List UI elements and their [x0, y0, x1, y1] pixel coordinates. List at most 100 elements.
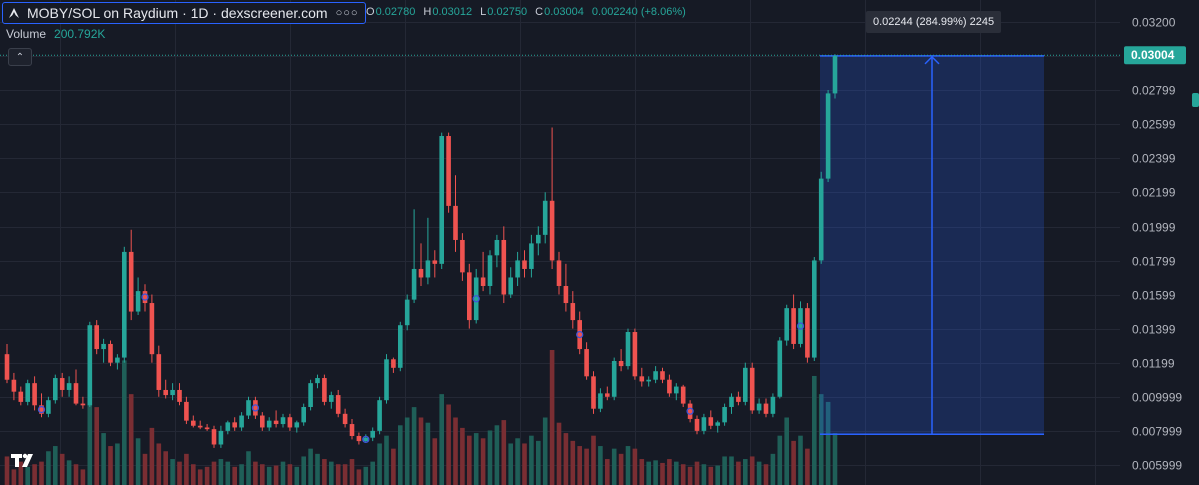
- volume-bar: [370, 461, 375, 485]
- volume-bar: [446, 404, 451, 485]
- price-tick-label: 0.01399: [1132, 323, 1176, 337]
- candle: [446, 132, 451, 213]
- candle: [743, 362, 748, 406]
- candle: [791, 294, 796, 350]
- candle-body: [425, 260, 431, 278]
- volume-bar: [556, 422, 562, 485]
- volume-bar: [59, 453, 65, 485]
- candle: [391, 357, 396, 373]
- event-marker: [576, 330, 584, 339]
- volume-bar: [115, 443, 120, 485]
- candle-body: [411, 268, 417, 300]
- candle-body: [46, 400, 51, 414]
- volume-bar: [204, 466, 210, 485]
- volume-bar: [122, 360, 127, 485]
- candle-body: [618, 360, 624, 367]
- candle: [94, 320, 99, 355]
- ellipsis-icon[interactable]: ○○○: [335, 7, 359, 19]
- tradingview-logo-icon[interactable]: [10, 450, 40, 470]
- candle: [660, 367, 665, 384]
- candle: [439, 132, 444, 269]
- candle: [142, 284, 148, 312]
- volume-bar: [508, 443, 513, 485]
- candle: [377, 396, 382, 435]
- last-price-tag-label: 0.03004: [1131, 48, 1175, 62]
- volume-bar: [163, 451, 168, 485]
- candle-body: [529, 243, 534, 269]
- candle-body: [646, 379, 651, 382]
- candle-body: [715, 422, 720, 426]
- candle-body: [384, 359, 389, 401]
- event-marker: [472, 295, 480, 303]
- candle: [729, 393, 734, 414]
- candle-body: [674, 386, 679, 394]
- candle: [749, 362, 755, 414]
- low-value: 0.02750: [487, 6, 528, 18]
- volume-bar: [53, 446, 58, 485]
- candle: [322, 374, 327, 406]
- candle: [384, 354, 389, 404]
- volume-bar: [632, 448, 638, 485]
- candle-body: [239, 415, 244, 428]
- candle-body: [94, 325, 99, 350]
- volume-bar: [467, 435, 472, 485]
- candle: [453, 175, 458, 252]
- volume-bar: [46, 451, 51, 485]
- candle: [694, 415, 700, 435]
- volume-bar: [425, 422, 431, 485]
- volume-bar: [756, 461, 762, 485]
- collapse-legend-button[interactable]: ⌃: [8, 48, 32, 66]
- candle: [197, 420, 203, 430]
- price-tick-label: 0.02799: [1132, 84, 1176, 98]
- candle-body: [280, 417, 286, 425]
- candle: [191, 415, 196, 428]
- candle-body: [211, 429, 217, 445]
- side-panel-handle[interactable]: [1192, 93, 1199, 107]
- volume-bar: [404, 417, 410, 485]
- event-marker: [796, 322, 805, 330]
- volume-bar: [598, 446, 603, 485]
- candle: [818, 171, 824, 264]
- candle-body: [605, 393, 610, 397]
- volume-bar: [460, 427, 465, 485]
- candle: [832, 54, 838, 99]
- candle-body: [39, 405, 44, 414]
- symbol-title[interactable]: MOBY/SOL on Raydium · 1D · dexscreener.c…: [2, 2, 366, 24]
- volume-bar: [170, 459, 175, 485]
- candle-body: [687, 403, 693, 419]
- candle-body: [818, 178, 824, 261]
- candle: [784, 304, 789, 346]
- candle-body: [722, 407, 727, 423]
- candle-body: [494, 239, 500, 256]
- candle-body: [584, 349, 589, 377]
- volume-bar: [191, 464, 196, 485]
- change-value: 0.002240 (+8.06%): [591, 6, 686, 18]
- volume-legend: Volume 200.792K: [6, 27, 105, 41]
- candle-body: [729, 396, 734, 408]
- candle-body: [128, 251, 134, 312]
- volume-bar: [308, 448, 313, 485]
- candle: [315, 374, 320, 389]
- volume-bar: [522, 443, 527, 485]
- candle-body: [315, 378, 320, 384]
- candle-body: [756, 403, 762, 411]
- candle-body: [556, 260, 562, 286]
- candle: [335, 389, 341, 418]
- candle: [777, 337, 783, 399]
- candle-body: [377, 400, 382, 431]
- event-marker: [37, 405, 46, 414]
- candle-body: [322, 378, 327, 402]
- candle-body: [204, 427, 210, 430]
- candle: [356, 432, 362, 445]
- volume-bar: [487, 430, 493, 485]
- candle-body: [515, 260, 520, 278]
- price-tick-label: 0.007999: [1132, 425, 1182, 439]
- candle: [529, 234, 534, 278]
- candle: [625, 328, 631, 370]
- volume-bar: [11, 469, 17, 485]
- candle-body: [694, 418, 700, 431]
- volume-bar: [418, 417, 424, 485]
- price-axis[interactable]: 0.032000.029990.027990.025990.023990.021…: [1132, 16, 1182, 473]
